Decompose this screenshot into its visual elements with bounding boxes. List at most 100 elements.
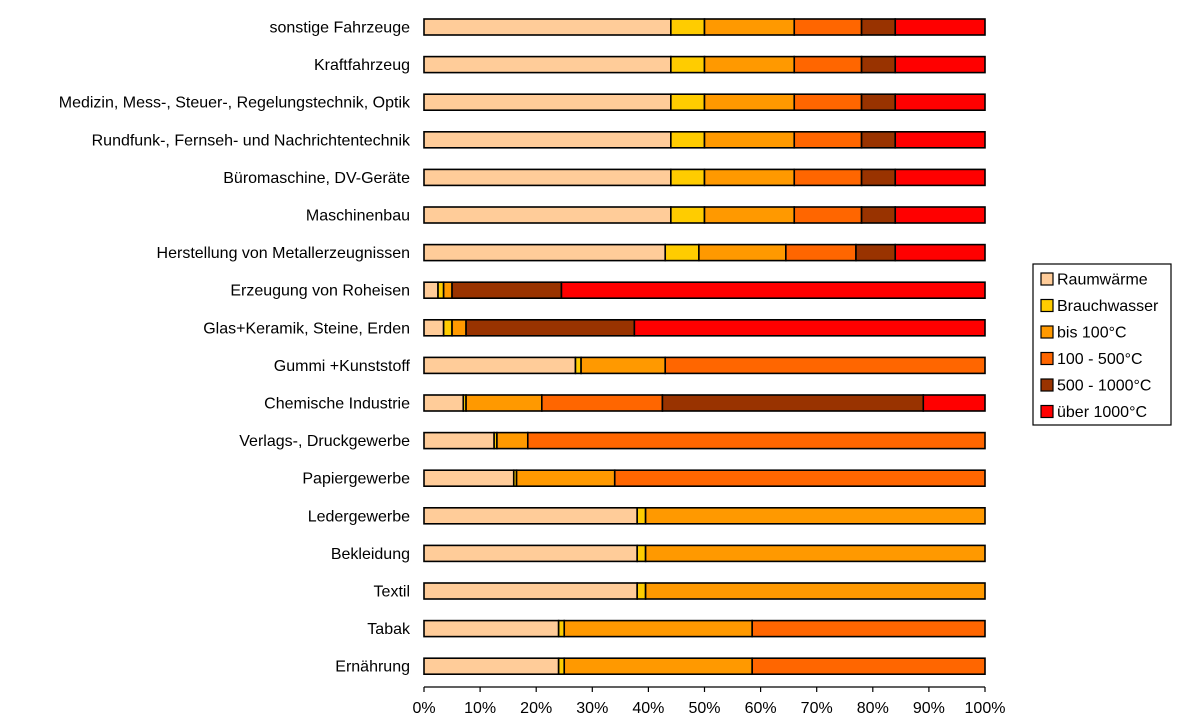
bar-segment-9-0 [423, 356, 577, 375]
bar-segment-2-2 [703, 93, 796, 111]
x-tick-label: 70% [801, 700, 833, 717]
x-axis: 0% 10% 20% 30% 40% 50% 60% 70% 80% 90% 100% [412, 686, 1005, 717]
legend-label: 100 - 500°C [1057, 351, 1143, 368]
bar-segment-2-0 [423, 93, 672, 111]
bar-segment-10-0 [423, 394, 465, 412]
category-label: Medizin, Mess-, Steuer-, Regelungstechni… [59, 95, 411, 112]
bar-segment-1-5 [894, 55, 986, 74]
bar-segment-0-5 [894, 18, 986, 36]
bar-segment-14-2 [644, 544, 986, 563]
bar-segment-5-3 [793, 206, 863, 224]
bar-segment-13-1 [636, 506, 647, 525]
bar-segment-0-1 [670, 18, 706, 36]
legend-swatch [1040, 378, 1054, 392]
category-label: sonstige Fahrzeuge [269, 20, 410, 37]
x-tick-label: 80% [857, 700, 889, 717]
bar-segment-2-1 [670, 93, 706, 111]
bar-segment-3-1 [670, 131, 706, 149]
bar-segment-7-1 [437, 281, 445, 300]
bar-segment-8-0 [423, 318, 445, 337]
x-tick-label: 60% [745, 700, 777, 717]
bar-segment-16-3 [751, 619, 986, 638]
bar-segment-6-4 [855, 243, 897, 262]
bar-segment-13-0 [423, 506, 638, 525]
category-label: Ledergewerbe [308, 508, 410, 525]
bar-segment-0-0 [423, 18, 672, 36]
bar-segment-5-4 [860, 206, 897, 224]
bar-segment-7-5 [560, 281, 986, 300]
category-label: Gummi +Kunststoff [274, 358, 411, 375]
bar-segment-6-0 [423, 243, 667, 262]
category-label: Textil [374, 584, 410, 601]
bar-segment-0-2 [703, 18, 796, 36]
x-tick-label: 30% [576, 700, 608, 717]
category-label: Erzeugung von Roheisen [230, 283, 410, 300]
bar-segment-6-2 [698, 243, 787, 262]
category-label: Herstellung von Metallerzeugnissen [157, 245, 410, 262]
bar-segment-11-2 [496, 431, 529, 450]
bar-segment-11-3 [526, 431, 986, 450]
bar-segment-1-3 [793, 55, 863, 74]
bar-segment-17-2 [563, 657, 753, 676]
category-label: Rundfunk-, Fernseh- und Nachrichtentechn… [92, 132, 411, 149]
bar-segment-10-4 [661, 394, 925, 412]
bars-group [423, 18, 986, 676]
category-label: Ernährung [335, 659, 410, 676]
bar-segment-9-1 [574, 356, 582, 375]
x-tick-label: 10% [464, 700, 496, 717]
bar-segment-8-5 [633, 318, 986, 337]
bar-segment-5-1 [670, 206, 706, 224]
legend-swatch [1040, 404, 1054, 419]
category-label: Bekleidung [331, 546, 410, 563]
legend-swatch [1040, 325, 1054, 339]
x-tick-label: 40% [632, 700, 664, 717]
bar-segment-12-2 [515, 469, 616, 488]
bar-segment-10-5 [922, 394, 986, 412]
x-tick-label: 50% [688, 700, 720, 717]
category-label: Glas+Keramik, Steine, Erden [203, 320, 410, 337]
bar-segment-15-0 [423, 582, 638, 600]
category-label: Papiergewerbe [302, 471, 410, 488]
legend-swatch [1040, 298, 1054, 313]
category-label: Chemische Industrie [264, 396, 410, 413]
bar-segment-2-5 [894, 93, 986, 111]
bar-segment-14-0 [423, 544, 638, 563]
category-label: Büromaschine, DV-Geräte [223, 170, 410, 187]
bar-segment-2-4 [860, 93, 897, 111]
bar-segment-3-0 [423, 131, 672, 149]
bar-segment-3-2 [703, 131, 796, 149]
bar-segment-7-0 [423, 281, 439, 300]
bar-segment-17-1 [557, 657, 566, 676]
bar-segment-17-3 [751, 657, 986, 676]
category-label: Kraftfahrzeug [314, 57, 410, 74]
bar-segment-6-5 [894, 243, 986, 262]
bar-segment-12-0 [423, 469, 515, 488]
bar-segment-10-3 [541, 394, 664, 412]
bar-segment-15-1 [636, 582, 647, 600]
legend-swatch [1040, 272, 1054, 286]
bar-segment-4-3 [793, 168, 863, 187]
bar-segment-6-3 [785, 243, 857, 262]
bar-segment-0-4 [860, 18, 897, 36]
bar-segment-14-1 [636, 544, 647, 563]
legend-box [1032, 263, 1172, 426]
bar-segment-6-1 [664, 243, 700, 262]
bar-segment-1-1 [670, 55, 706, 74]
bar-segment-7-4 [451, 281, 563, 300]
x-tick-label: 0% [412, 700, 435, 717]
bar-segment-3-3 [793, 131, 863, 149]
legend-label: bis 100°C [1057, 325, 1127, 342]
legend-label: über 1000°C [1057, 404, 1147, 421]
bar-segment-8-4 [465, 318, 636, 337]
bar-segment-4-5 [894, 168, 986, 187]
category-label: Tabak [367, 621, 411, 638]
x-tick-label: 20% [520, 700, 552, 717]
bar-segment-5-2 [703, 206, 796, 224]
bar-segment-10-2 [465, 394, 543, 412]
legend-label: Brauchwasser [1057, 298, 1159, 315]
bar-segment-4-2 [703, 168, 796, 187]
bar-segment-5-0 [423, 206, 672, 224]
legend: Raumwärme Brauchwasser bis 100°C 100 - 500°… [1032, 263, 1172, 426]
bar-segment-8-2 [451, 318, 467, 337]
